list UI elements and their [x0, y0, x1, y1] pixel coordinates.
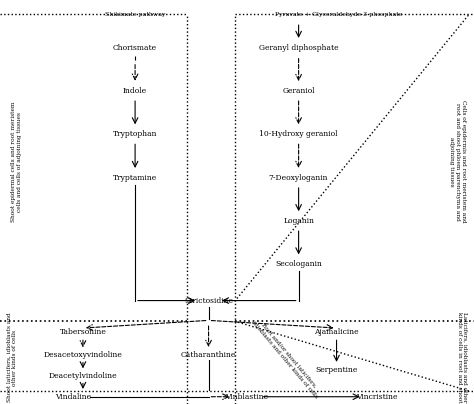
Text: Strictosidine: Strictosidine	[184, 297, 233, 305]
Text: Tryptamine: Tryptamine	[113, 174, 157, 182]
Text: Serpentine: Serpentine	[315, 366, 358, 374]
Text: Shoot laticifers, idioblasts and
other kinds of cells: Shoot laticifers, idioblasts and other k…	[7, 313, 17, 402]
Text: Catharanthine: Catharanthine	[181, 351, 236, 359]
Text: 10-Hydroxy geraniol: 10-Hydroxy geraniol	[259, 130, 338, 138]
Text: Loganin: Loganin	[283, 217, 314, 225]
Text: Secologanin: Secologanin	[275, 260, 322, 268]
Text: Geraniol: Geraniol	[283, 87, 315, 95]
Text: Deacetylvindoline: Deacetylvindoline	[49, 372, 117, 380]
Text: Geranyl diphosphate: Geranyl diphosphate	[259, 44, 338, 52]
Text: Tabersonine: Tabersonine	[60, 328, 106, 336]
Text: Laticifers, idioblasts and other
kinds of cells in root and shoot: Laticifers, idioblasts and other kinds o…	[457, 312, 467, 403]
Text: Pyruvate + Glyceraldehyde-3-phosphate: Pyruvate + Glyceraldehyde-3-phosphate	[275, 12, 402, 17]
Text: Shikimate pathway: Shikimate pathway	[105, 12, 165, 17]
Text: Shoot epidermal cells and root meristem
cells and cells of adjoining tissues: Shoot epidermal cells and root meristem …	[11, 101, 22, 222]
Text: Cells of epidermis and root meristem and
root and shoot phloem parenchyma and
ad: Cells of epidermis and root meristem and…	[449, 100, 466, 223]
Text: Vincristine: Vincristine	[356, 393, 398, 401]
Text: Root and/or shoot laticifers,
idioblasts and other kinds of cells: Root and/or shoot laticifers, idioblasts…	[251, 316, 323, 399]
Text: Desacetoxyvindoline: Desacetoxyvindoline	[44, 351, 122, 359]
Text: Vindaline: Vindaline	[55, 393, 91, 401]
Text: Indole: Indole	[123, 87, 147, 95]
Text: 7-Deoxyloganin: 7-Deoxyloganin	[269, 174, 328, 182]
Text: Vinblastine: Vinblastine	[225, 393, 268, 401]
Text: Chorismate: Chorismate	[113, 44, 157, 52]
Text: Ajamalicine: Ajamalicine	[314, 328, 359, 336]
Text: Tryptophan: Tryptophan	[113, 130, 157, 138]
